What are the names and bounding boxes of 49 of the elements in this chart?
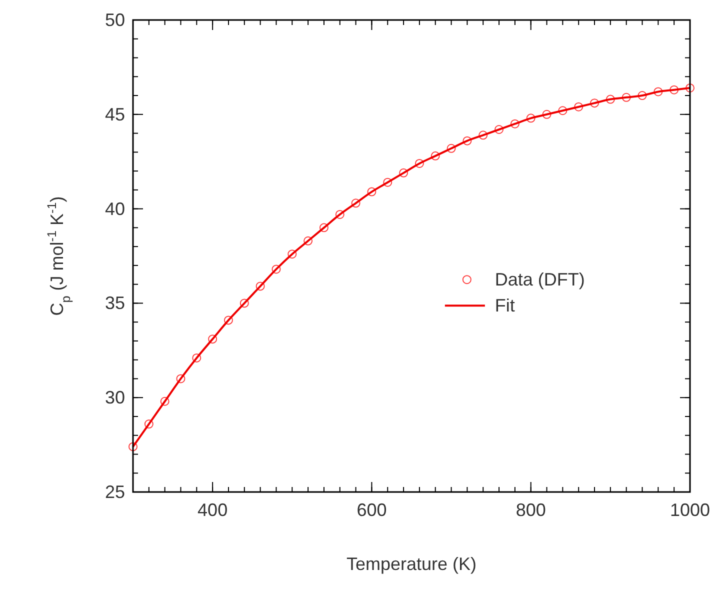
point	[590, 98, 600, 108]
point	[256, 282, 265, 291]
point	[574, 102, 584, 112]
y-tick-label: 40	[104, 198, 125, 219]
x-tick-label: 800	[516, 500, 546, 520]
x-tick-label: 1000	[670, 500, 710, 520]
point	[144, 420, 154, 429]
point	[622, 92, 631, 102]
x-tick-label: 600	[356, 500, 387, 520]
y-tick-label: 45	[104, 104, 125, 124]
point	[160, 396, 170, 406]
point	[128, 442, 138, 452]
point	[670, 85, 679, 94]
point	[208, 334, 218, 344]
point	[304, 236, 313, 246]
point	[446, 144, 456, 153]
point	[542, 110, 552, 119]
y-tick-label: 25	[104, 482, 125, 502]
point	[526, 114, 536, 123]
point	[478, 130, 488, 140]
point	[430, 151, 440, 160]
point	[383, 178, 392, 187]
point	[686, 83, 694, 92]
point	[319, 223, 328, 232]
point	[351, 198, 360, 208]
y-tick-label: 30	[104, 388, 125, 408]
point	[654, 87, 663, 96]
point	[176, 374, 186, 384]
point	[510, 119, 520, 128]
point	[462, 136, 472, 146]
point	[272, 264, 281, 274]
point	[638, 91, 647, 100]
point	[288, 250, 297, 259]
x-axis-title: Temperature (K)	[346, 554, 477, 574]
point	[414, 158, 424, 168]
y-tick-label: 50	[104, 10, 125, 30]
point	[606, 94, 615, 104]
legend-label: Fit	[494, 296, 515, 316]
x-tick-label: 400	[198, 500, 228, 520]
point	[335, 210, 344, 219]
point	[240, 298, 249, 308]
point	[192, 353, 202, 362]
y-tick-label: 35	[104, 293, 125, 314]
point	[399, 168, 408, 178]
point	[224, 316, 233, 325]
point	[558, 106, 568, 116]
point	[367, 187, 376, 196]
point	[494, 125, 504, 134]
legend-label: Data (DFT)	[494, 270, 585, 290]
